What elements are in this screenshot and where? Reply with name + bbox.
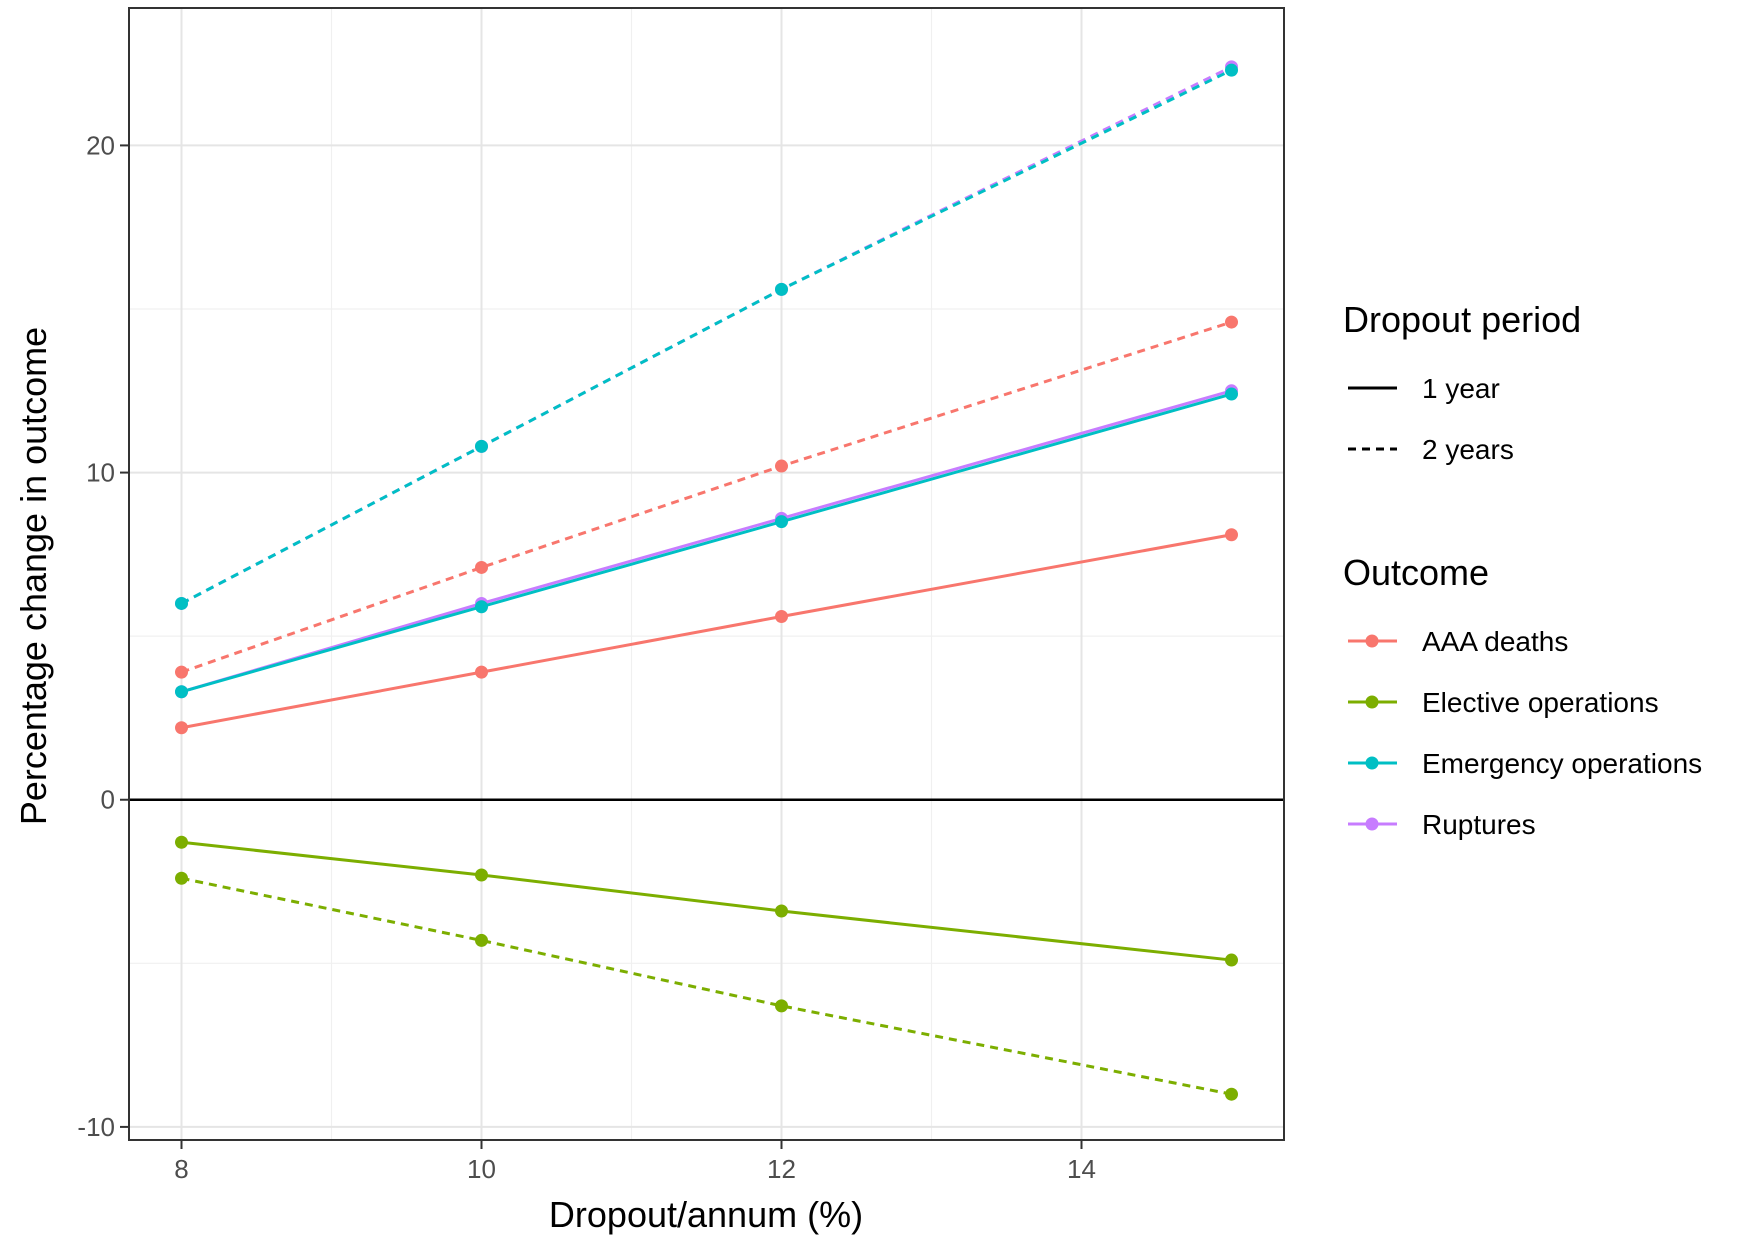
x-tick-label: 8 — [174, 1154, 188, 1184]
legend-label-period: 2 years — [1422, 434, 1514, 465]
x-tick-label: 14 — [1067, 1154, 1096, 1184]
legend-outcome: Outcome AAA deaths Elective operations Eme… — [1343, 552, 1702, 840]
legend-label-period: 1 year — [1422, 373, 1500, 404]
series-layer — [129, 60, 1284, 1101]
x-tick-label: 10 — [467, 1154, 496, 1184]
y-tick-label: 20 — [86, 130, 115, 160]
legend-label-outcome: Emergency operations — [1422, 748, 1702, 779]
data-point — [775, 515, 788, 529]
legend-label-outcome: AAA deaths — [1422, 626, 1568, 657]
data-point — [1225, 315, 1238, 329]
data-point — [1225, 63, 1238, 77]
series-line — [181, 533, 1232, 730]
y-axis-title: Percentage change in outcome — [13, 327, 54, 825]
data-point — [1225, 528, 1238, 542]
series-aaa-deaths-1-year — [175, 528, 1238, 735]
series-line — [180, 68, 1233, 605]
series-emergency-operations-1-year — [175, 387, 1238, 699]
data-point — [775, 999, 788, 1013]
legend-label-outcome: Ruptures — [1422, 809, 1536, 840]
series-aaa-deaths-2-years — [175, 315, 1238, 679]
data-point — [175, 596, 188, 610]
data-point — [175, 721, 188, 735]
legend-dropout-period: Dropout period 1 year 2 years — [1343, 299, 1581, 465]
series-elective-operations-1-year — [175, 835, 1238, 967]
series-line — [181, 840, 1232, 962]
legend-key-point — [1365, 756, 1379, 770]
series-emergency-operations-2-years — [175, 63, 1238, 610]
series-line — [181, 876, 1232, 1096]
series-line — [181, 389, 1232, 694]
legend-key-point — [1365, 695, 1379, 709]
series-elective-operations-2-years — [175, 871, 1238, 1101]
data-point — [1225, 1087, 1238, 1101]
y-tick-label: 0 — [101, 785, 115, 815]
data-point — [475, 665, 488, 679]
legend-key-point — [1365, 817, 1379, 831]
data-point — [475, 933, 488, 947]
x-tick-label: 12 — [767, 1154, 796, 1184]
x-axis-title: Dropout/annum (%) — [549, 1194, 863, 1235]
data-point — [475, 439, 488, 453]
data-point — [1225, 953, 1238, 967]
axis-ticks: 8 10 12 14 -10 0 10 20 — [77, 130, 1096, 1184]
data-point — [775, 282, 788, 296]
data-point — [475, 560, 488, 574]
data-point — [775, 610, 788, 624]
y-tick-label: -10 — [77, 1112, 115, 1142]
series-line — [181, 320, 1232, 674]
data-point — [175, 871, 188, 885]
data-point — [175, 685, 188, 699]
panel-border — [128, 7, 1285, 1141]
series-line — [181, 392, 1232, 694]
legend-title-dropout-period: Dropout period — [1343, 299, 1581, 340]
data-point — [775, 904, 788, 918]
legend-title-outcome: Outcome — [1343, 552, 1489, 593]
data-point — [1225, 387, 1238, 401]
data-point — [475, 868, 488, 882]
legend-label-outcome: Elective operations — [1422, 687, 1659, 718]
legend-key-point — [1365, 634, 1379, 648]
data-point — [775, 459, 788, 473]
y-tick-label: 10 — [86, 458, 115, 488]
data-point — [175, 665, 188, 679]
data-point — [475, 600, 488, 614]
data-point — [175, 835, 188, 849]
